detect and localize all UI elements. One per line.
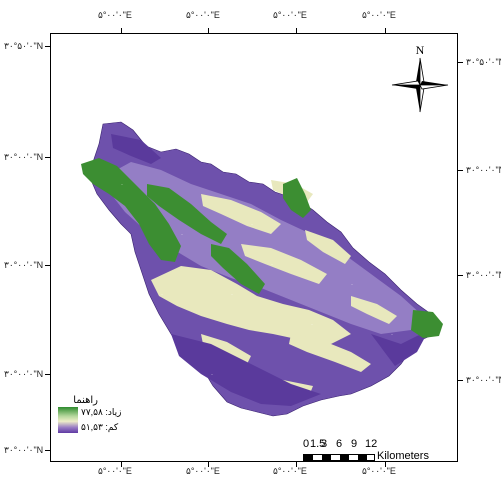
graticule-right-label-2: ۳۰°۰۰'۰"N <box>466 165 501 175</box>
legend-color-ramp <box>58 407 78 433</box>
tick-left-4 <box>45 374 50 375</box>
graticule-top-label-1: ۵°۰۰'۰"E <box>98 10 132 20</box>
scale-number-0: 0 <box>303 438 310 450</box>
scale-bar-graphic <box>303 454 375 461</box>
tick-top-1 <box>121 28 122 33</box>
graticule-right-label-4: ۳۰°۰۰'۰"N <box>466 375 501 385</box>
scale-number-5: 12 <box>365 438 378 450</box>
scale-number-4: 9 <box>351 438 358 450</box>
green-zone-central <box>211 244 265 294</box>
tick-top-3 <box>296 28 297 33</box>
graticule-top-label-4: ۵°۰۰'۰"E <box>362 10 396 20</box>
graticule-top-label-3: ۵°۰۰'۰"E <box>273 10 307 20</box>
tick-right-2 <box>458 170 463 171</box>
graticule-bottom-label-2: ۵°۰۰'۰"E <box>186 466 220 476</box>
legend-low-label: کم: ۵۱,۵۳ <box>81 422 119 432</box>
legend-title: راهنما <box>73 395 98 406</box>
graticule-top-label-2: ۵°۰۰'۰"E <box>186 10 220 20</box>
green-zone-ridge <box>147 184 227 244</box>
tick-bottom-4 <box>385 462 386 467</box>
tick-left-3 <box>45 265 50 266</box>
scale-units: Kilometers <box>377 450 429 462</box>
cream-band-5 <box>289 334 371 372</box>
scale-numbers: 0 1.5 3 6 9 12 <box>303 438 403 450</box>
scale-number-1: 1.5 <box>310 438 326 450</box>
north-arrow: N <box>390 42 450 122</box>
graticule-right-label-1: ۳۰°۵۰'۰"N <box>466 57 501 67</box>
tick-bottom-2 <box>208 462 209 467</box>
tick-top-2 <box>208 28 209 33</box>
cream-band-2 <box>241 244 327 284</box>
green-zone-east <box>411 310 443 338</box>
tick-left-5 <box>45 450 50 451</box>
green-zone-northeast <box>283 178 311 218</box>
cream-band-6 <box>201 334 251 364</box>
graticule-left-label-5: ۳۰°۰۰'۰"N <box>4 445 44 455</box>
map-frame <box>50 33 458 462</box>
graticule-bottom-label-4: ۵°۰۰'۰"E <box>362 466 396 476</box>
cream-band-4 <box>305 230 351 264</box>
graticule-left-label-2: ۳۰°۰۰'۰"N <box>4 152 44 162</box>
graticule-left-label-4: ۳۰°۰۰'۰"N <box>4 369 44 379</box>
tick-left-1 <box>45 46 50 47</box>
dark-purple-streak-1 <box>171 334 321 406</box>
dark-purple-streak-2 <box>111 134 161 164</box>
dark-purple-streak-3 <box>371 326 431 366</box>
legend: راهنما زیاد: ۷۷,۵۸ کم: ۵۱,۵۳ <box>58 395 158 435</box>
basin-map <box>81 121 443 417</box>
graticule-right-label-3: ۳۰°۰۰'۰"N <box>466 270 501 280</box>
graticule-bottom-label-1: ۵°۰۰'۰"E <box>98 466 132 476</box>
green-zone-west <box>81 158 181 262</box>
tick-bottom-1 <box>121 462 122 467</box>
tick-left-2 <box>45 157 50 158</box>
legend-high-label: زیاد: ۷۷,۵۸ <box>81 407 122 417</box>
north-arrow-icon: N <box>391 43 449 113</box>
tick-right-3 <box>458 275 463 276</box>
cream-band-7 <box>351 296 397 324</box>
cream-zone-central <box>151 266 351 344</box>
tick-right-1 <box>458 62 463 63</box>
tick-bottom-3 <box>296 462 297 467</box>
tick-top-4 <box>385 28 386 33</box>
tick-right-4 <box>458 380 463 381</box>
terrain-texture <box>121 184 393 375</box>
graticule-left-label-3: ۳۰°۰۰'۰"N <box>4 260 44 270</box>
scale-number-3: 6 <box>336 438 343 450</box>
cream-band-1 <box>201 194 281 234</box>
graticule-left-label-1: ۳۰°۵۰'۰"N <box>4 41 44 51</box>
scale-number-2: 3 <box>321 438 328 450</box>
graticule-bottom-label-3: ۵°۰۰'۰"E <box>273 466 307 476</box>
north-label: N <box>416 43 425 57</box>
